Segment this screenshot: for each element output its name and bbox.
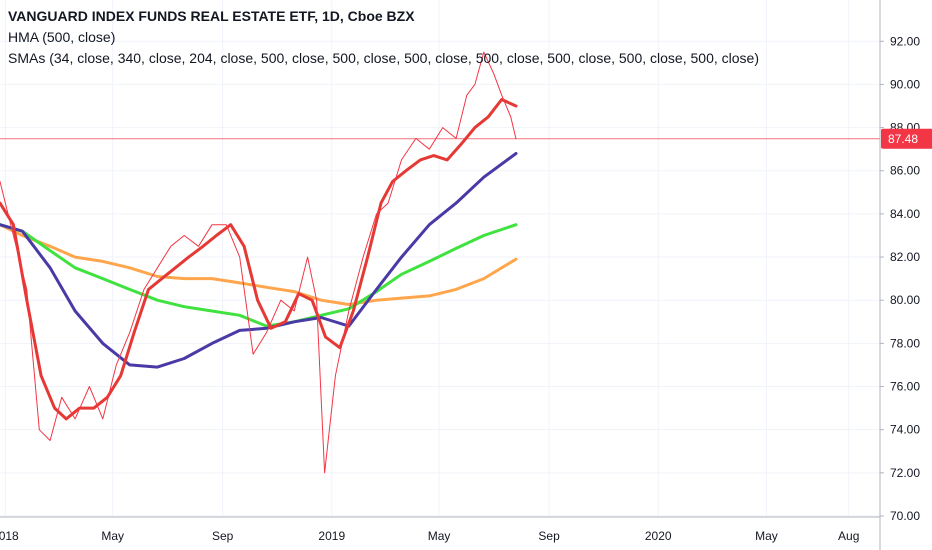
series-line-5 <box>0 223 518 306</box>
y-tick-label: 86.00 <box>890 164 920 178</box>
hma-indicator-label[interactable]: HMA (500, close) <box>8 29 116 45</box>
chart-legend: VANGUARD INDEX FUNDS REAL ESTATE ETF, 1D… <box>8 6 759 69</box>
series-line-3 <box>0 152 518 369</box>
y-tick-label: 72.00 <box>890 466 920 480</box>
y-tick-label: 70.00 <box>890 509 920 523</box>
x-tick-label: Aug <box>838 529 859 543</box>
y-tick-label: 74.00 <box>890 423 920 437</box>
time-axis[interactable]: 2018 May Sep 2019 May Sep 2020 May Aug <box>0 516 880 543</box>
y-tick-label: 84.00 <box>890 207 920 221</box>
smas-indicator-label[interactable]: SMAs (34, close, 340, close, 204, close,… <box>8 50 759 66</box>
last-price-tag: 87.48 <box>881 128 932 149</box>
x-tick-label: 2019 <box>318 529 345 543</box>
x-tick-label: May <box>428 529 451 543</box>
y-tick-label: 78.00 <box>890 336 920 350</box>
y-tick-label: 82.00 <box>890 250 920 264</box>
x-tick-label: 2018 <box>0 529 19 543</box>
x-tick-label: May <box>101 529 124 543</box>
chart-series <box>0 51 518 474</box>
x-tick-label: 2020 <box>645 529 672 543</box>
chart-grid <box>0 0 880 517</box>
last-price-tag-bg <box>881 128 932 149</box>
symbol-title[interactable]: VANGUARD INDEX FUNDS REAL ESTATE ETF, 1D… <box>8 8 415 24</box>
y-tick-label: 76.00 <box>890 380 920 394</box>
last-price-tag-label: 87.48 <box>888 132 918 146</box>
x-tick-label: Sep <box>538 529 560 543</box>
price-axis[interactable]: 70.00 72.00 74.00 76.00 78.00 80.00 82.00 84.00… <box>880 34 920 523</box>
series-line-4 <box>0 223 518 328</box>
y-tick-label: 80.00 <box>890 293 920 307</box>
x-tick-label: May <box>755 529 778 543</box>
series-line-2 <box>0 98 518 421</box>
x-tick-label: Sep <box>212 529 234 543</box>
y-tick-label: 90.00 <box>890 77 920 91</box>
y-tick-label: 92.00 <box>890 34 920 48</box>
